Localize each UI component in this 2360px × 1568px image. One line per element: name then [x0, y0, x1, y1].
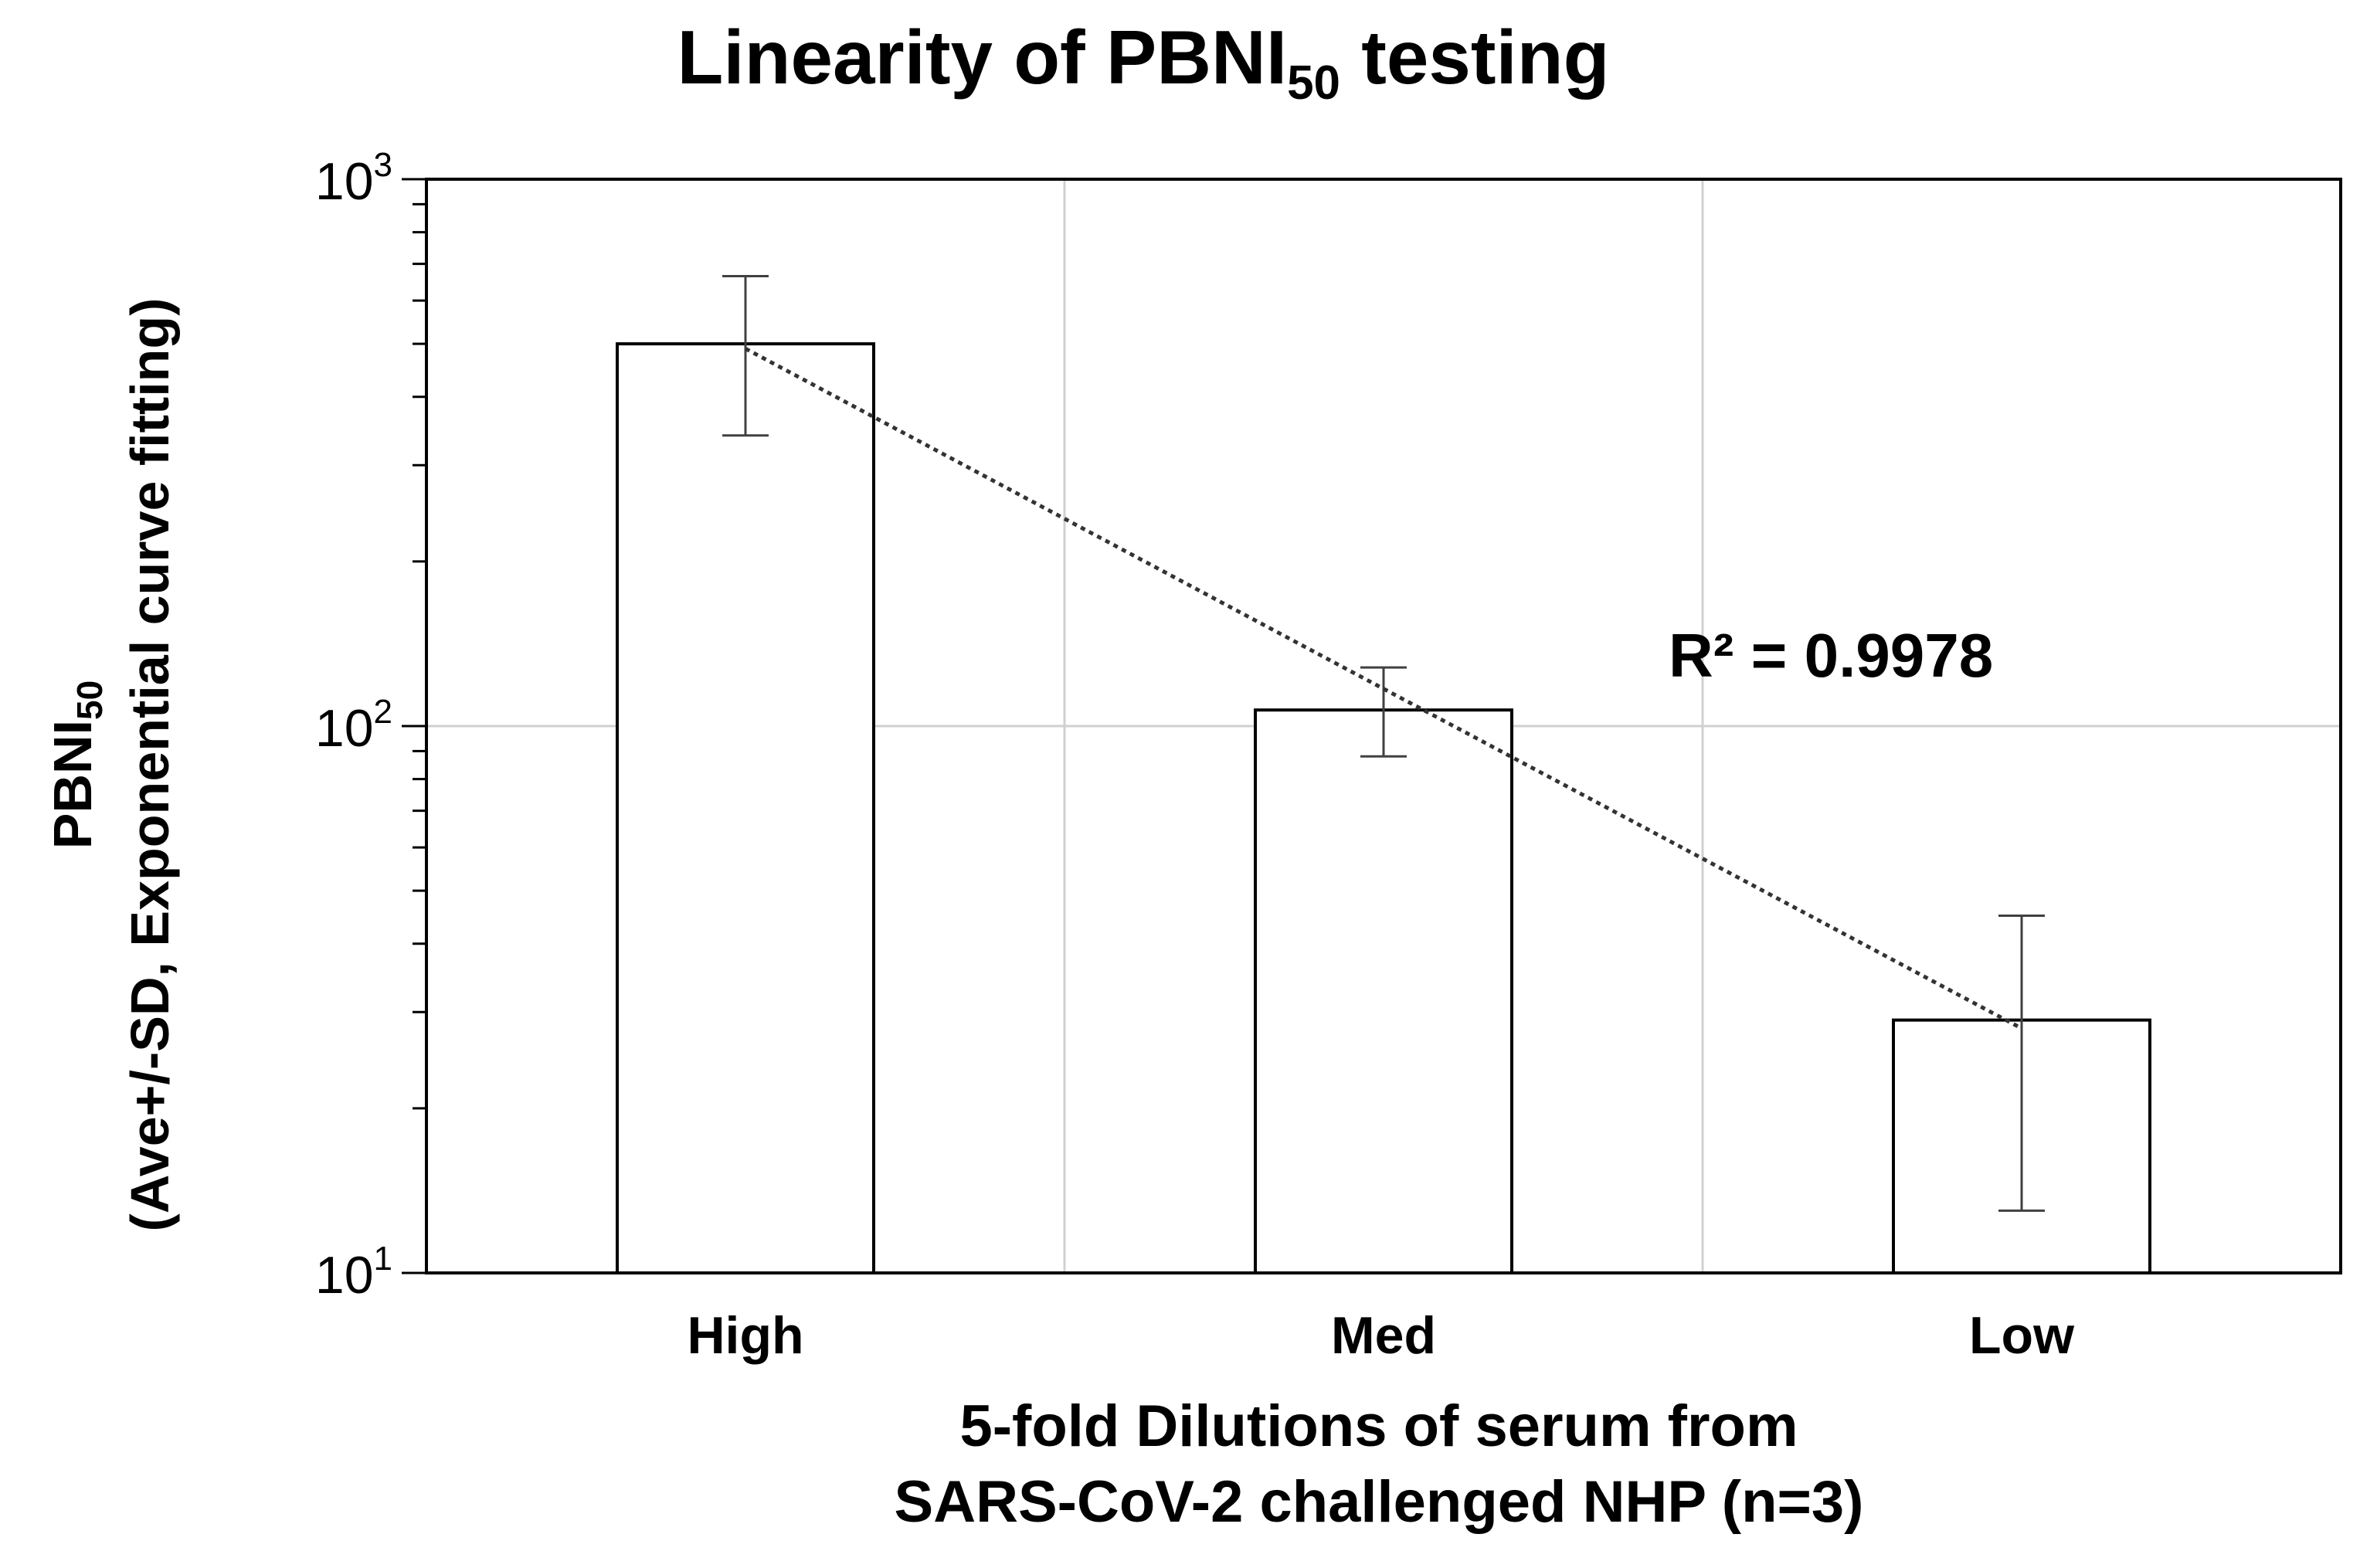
y-tick-label: 102 [315, 693, 392, 758]
chart-title: Linearity of PBNI50 testing [677, 15, 1610, 110]
bars [616, 342, 2151, 1274]
trendline [744, 347, 2023, 1030]
y-axis-label-line1: PBNI50 [42, 680, 110, 849]
y-tick-label: 103 [315, 146, 392, 211]
y-axis-ticks: 101 102 103 [315, 146, 426, 1305]
error-bars [722, 274, 2045, 1212]
bar-med [1254, 708, 1513, 1274]
error-bar-low [1998, 915, 2045, 1212]
bar-high [616, 342, 875, 1274]
r-squared-annotation: R² = 0.9978 [1669, 621, 1993, 690]
x-axis-tick-labels: High Med Low [687, 1306, 2075, 1365]
x-tick-label-high: High [687, 1306, 803, 1365]
x-axis-label-line1: 5-fold Dilutions of serum from [959, 1393, 1798, 1459]
chart-title-subscript: 50 [1287, 56, 1340, 110]
x-axis-label-line2: SARS-CoV-2 challenged NHP (n=3) [895, 1469, 1864, 1535]
y-tick-label: 101 [315, 1240, 392, 1305]
x-tick-label-med: Med [1331, 1306, 1436, 1365]
error-bar-med [1360, 666, 1407, 758]
y-axis-label-line2: (Ave+/-SD, Exponential curve fitting) [120, 298, 180, 1232]
error-bar-high [722, 274, 769, 437]
y-axis-label-subscript: 50 [70, 680, 110, 720]
x-tick-label-low: Low [1969, 1306, 2075, 1365]
